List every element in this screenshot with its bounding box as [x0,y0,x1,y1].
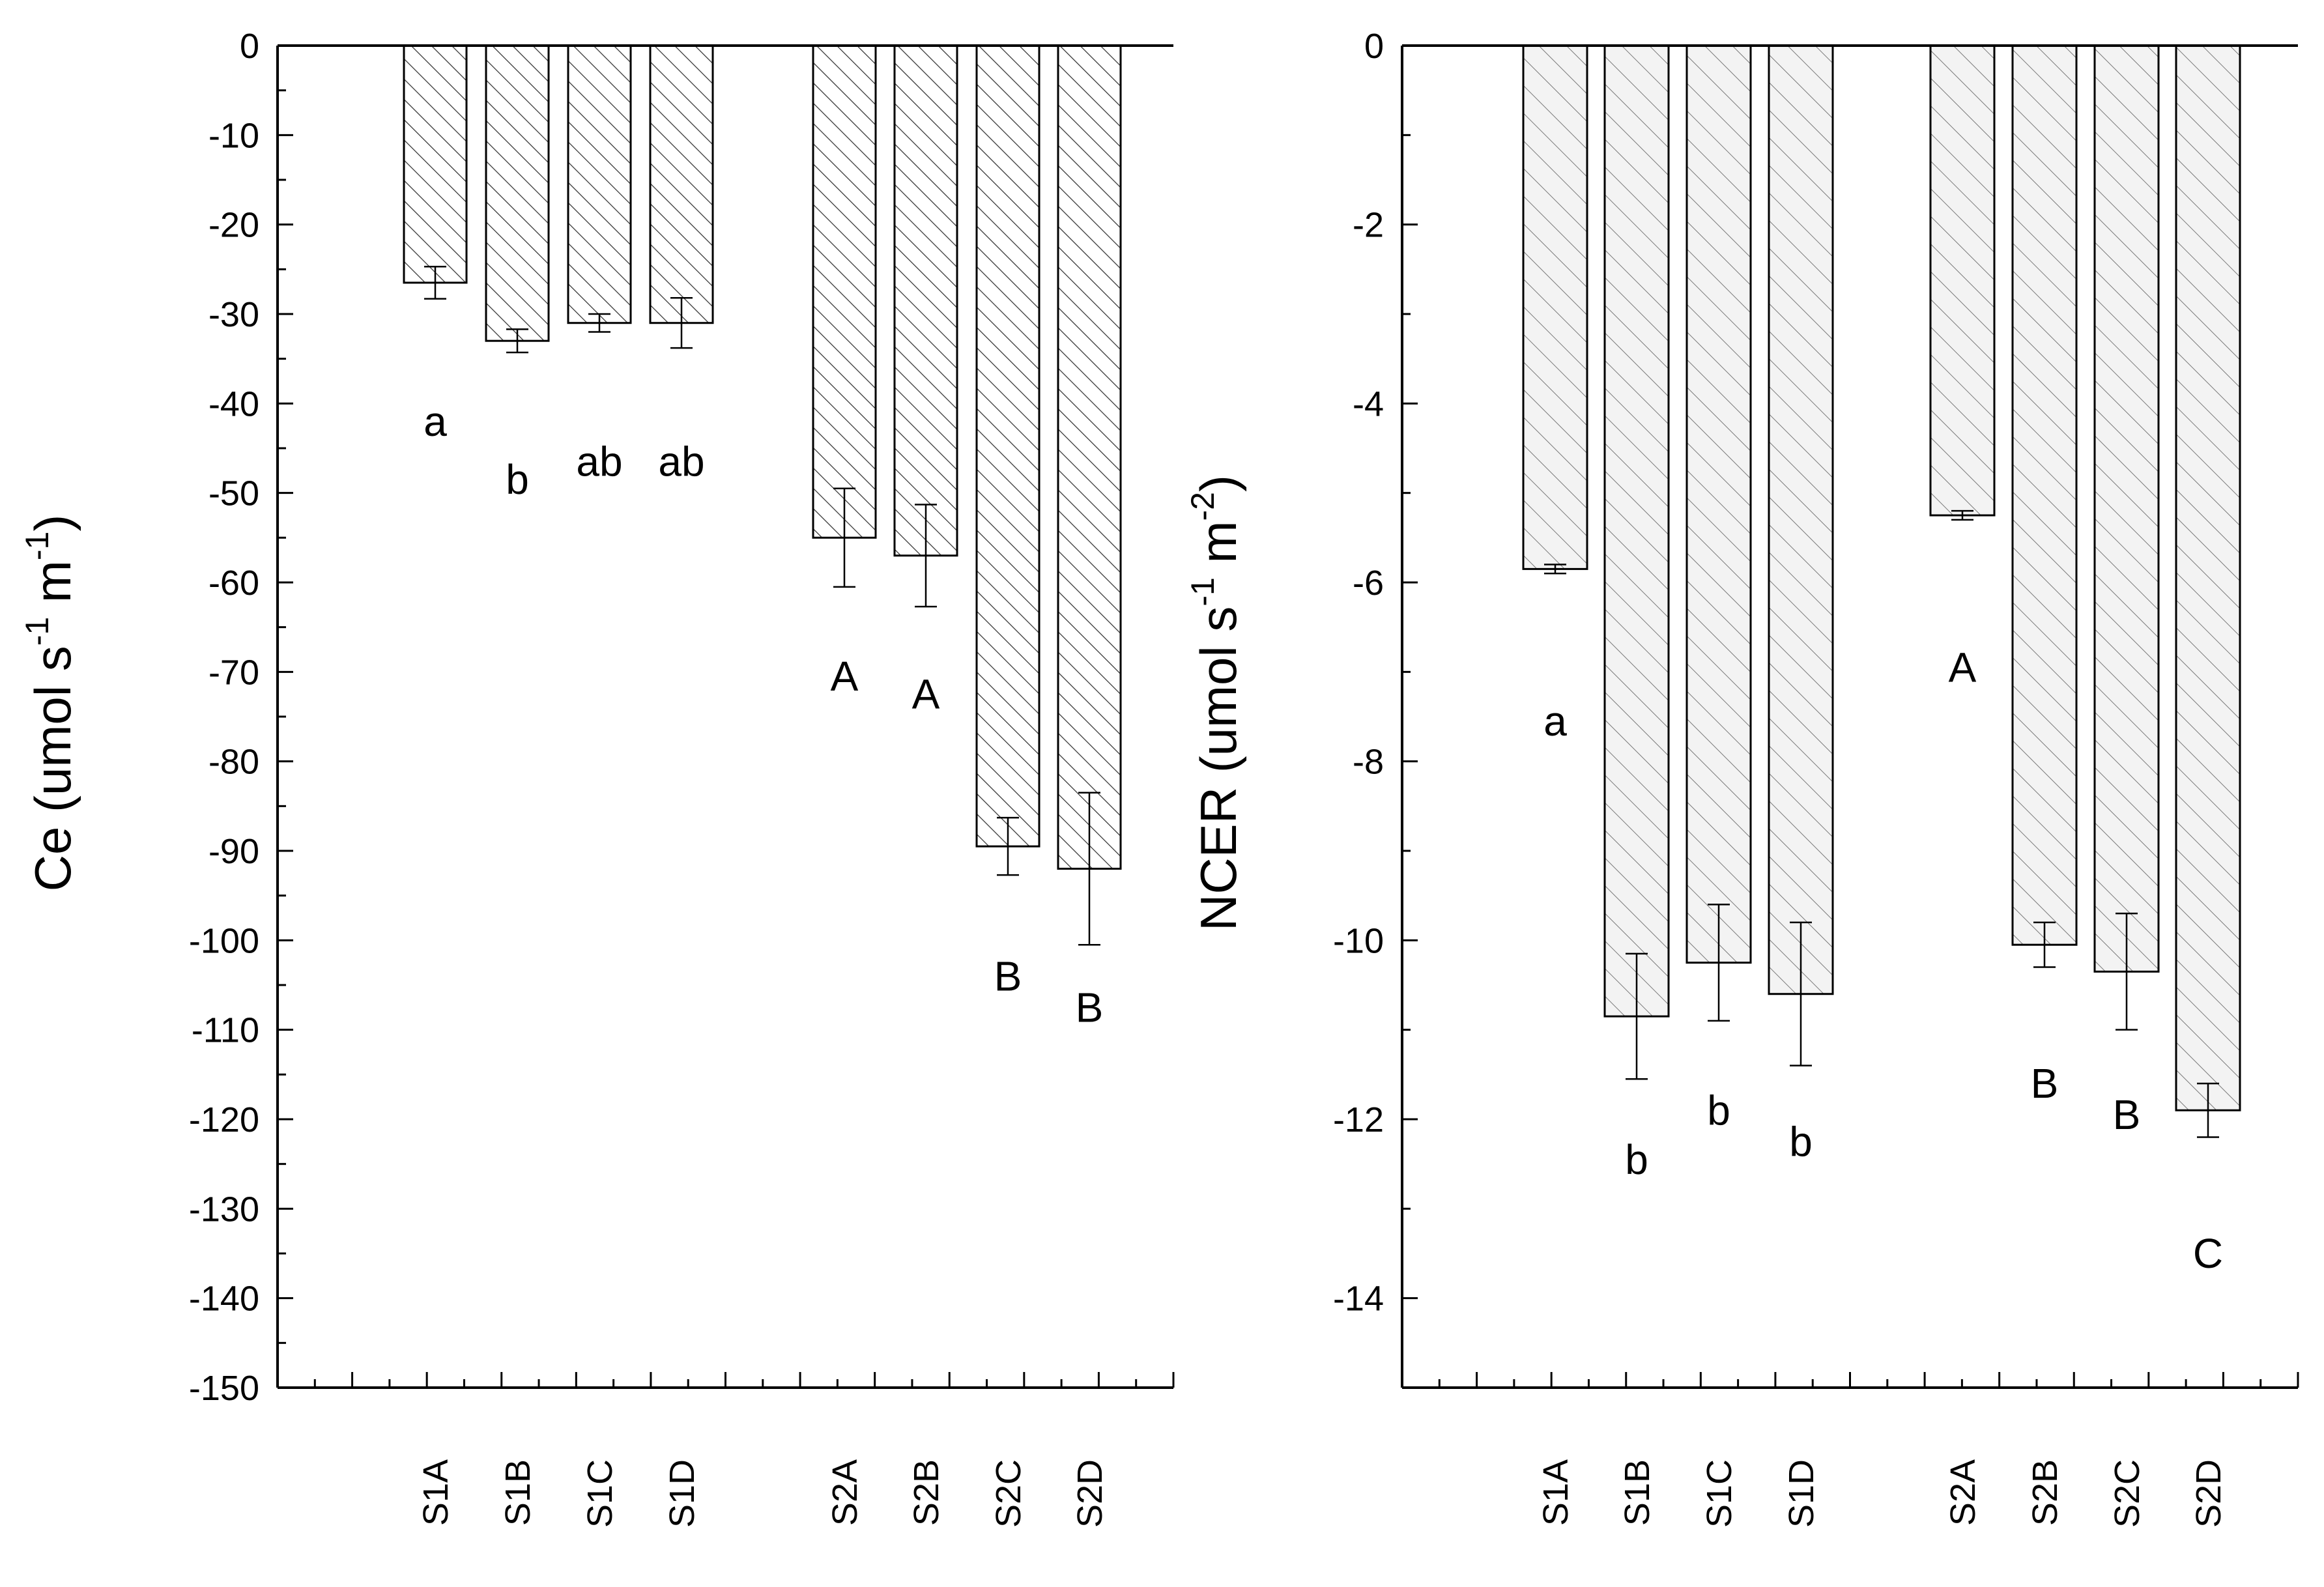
bar-S1D [649,44,714,324]
y-axis-title-base: Ce (umol s [24,646,81,891]
significance-letter: b [506,456,529,503]
category-label: S2D [2189,1459,2228,1528]
bar-S1D [1768,44,1834,995]
significance-letter: b [1625,1136,1648,1183]
y-axis-title-exponent: -1 [19,617,55,646]
category-label: S2C [989,1459,1028,1528]
significance-letter: ab [576,438,622,485]
significance-letter: b [1789,1118,1813,1165]
y-tick-label: -130 [189,1190,259,1229]
y-axis-title-exponent: -1 [1184,577,1221,606]
y-tick-label: -120 [189,1100,259,1139]
y-tick-label: -40 [208,384,259,423]
significance-letter: B [994,952,1022,999]
svg-text:Ce (umol s-1 m-1): Ce (umol s-1 m-1) [19,515,81,892]
y-tick-label: -10 [1333,921,1384,960]
y-tick-label: -6 [1353,564,1384,603]
category-label: S2A [1944,1459,1983,1526]
y-tick-label: -150 [189,1369,259,1408]
y-tick-label: -4 [1353,384,1384,423]
category-label: S1A [1536,1459,1575,1526]
category-label: S1B [1618,1459,1657,1526]
category-label: S2A [825,1459,865,1526]
bar-S2B [893,44,958,557]
y-tick-label: -90 [208,832,259,871]
y-axis-title-close: ) [24,515,81,532]
y-tick-label: -10 [208,116,259,155]
significance-letter: a [423,398,447,445]
significance-letter: C [2193,1230,2223,1277]
y-tick-label: -50 [208,474,259,513]
category-label: S1C [581,1459,620,1528]
y-tick-label: 0 [240,27,259,66]
y-tick-label: -100 [189,921,259,960]
significance-letter: B [2031,1060,2059,1107]
category-label: S2B [907,1459,946,1526]
bar-S1C [567,44,632,324]
significance-letter: A [831,653,859,700]
bar-S2A [812,44,877,539]
y-tick-label: -140 [189,1280,259,1319]
y-tick-label: -80 [208,743,259,782]
y-tick-label: -14 [1333,1280,1384,1319]
y-axis-title-base: NCER (umol s [1190,607,1247,931]
bar-S2A [1929,44,1996,517]
bar-S1B [1603,44,1670,1018]
bar-S1A [403,44,468,284]
y-tick-label: -2 [1353,206,1384,245]
bar-S1A [1522,44,1588,570]
bar-S1C [1686,44,1752,964]
y-axis-title: Ce (umol s-1 m-1) [19,515,81,892]
significance-letter: b [1707,1087,1730,1134]
ce-chart-panel: Ce (umol s-1 m-1) 0-10-20-30-40-50-60-70… [19,27,1175,1528]
y-tick-label: -70 [208,653,259,692]
y-tick-label: -8 [1353,743,1384,782]
y-axis-title-unit: m [1190,521,1247,577]
y-axis-title: NCER (umol s-1 m-2) [1184,475,1247,931]
category-label: S2C [2108,1459,2147,1528]
category-label: S1A [416,1459,455,1526]
y-tick-label: -110 [192,1011,259,1050]
bar-S2C [975,44,1040,848]
y-tick-label: -20 [208,206,259,245]
y-axis-title-exponent: -1 [19,532,55,560]
y-tick-label: -60 [208,564,259,603]
bar-S2D [1057,44,1122,870]
category-label: S2D [1070,1459,1110,1528]
category-label: S1B [498,1459,538,1526]
y-axis-title-exponent: -2 [1184,492,1221,521]
bar-S2C [2093,44,2160,973]
y-tick-label: -30 [208,295,259,334]
category-label: S1C [1700,1459,1739,1528]
bar-S2B [2011,44,2078,946]
bar-S1B [485,44,550,342]
significance-letter: A [1949,644,1977,691]
significance-letter: a [1543,698,1567,745]
category-label: S1D [1782,1459,1821,1528]
significance-letter: B [2113,1091,2141,1138]
y-tick-label: 0 [1364,27,1384,66]
significance-letter: B [1076,984,1104,1031]
svg-text:NCER (umol s-1 m-2): NCER (umol s-1 m-2) [1184,475,1247,931]
category-label: S1D [663,1459,702,1528]
ncer-chart-panel: NCER (umol s-1 m-2) 0-2-4-6-8-10-12-14 S… [1184,27,2299,1528]
significance-letter: A [912,671,940,718]
significance-letter: ab [658,438,704,485]
y-axis-title-unit: m [24,560,81,617]
bar-S2D [2175,44,2241,1111]
y-axis-title-close: ) [1190,475,1247,492]
category-label: S2B [2026,1459,2065,1526]
y-tick-label: -12 [1333,1100,1384,1139]
